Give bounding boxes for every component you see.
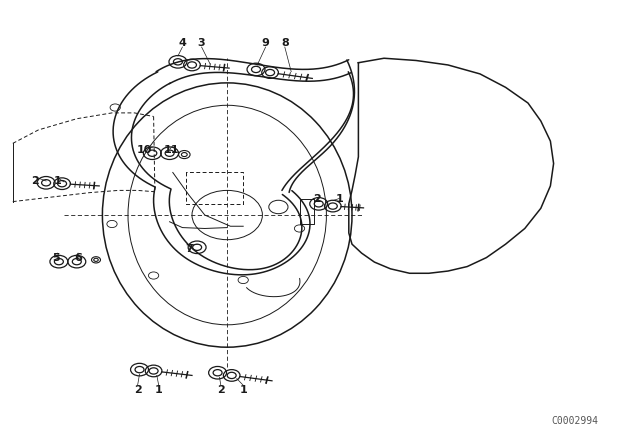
Text: C0002994: C0002994: [552, 417, 598, 426]
Text: 2: 2: [217, 385, 225, 395]
Text: 11: 11: [164, 145, 179, 155]
Text: 9: 9: [262, 38, 269, 47]
Text: 3: 3: [198, 38, 205, 47]
Text: 7: 7: [185, 244, 193, 254]
Text: 1: 1: [54, 177, 61, 186]
Text: 5: 5: [52, 253, 60, 263]
Text: 1: 1: [155, 385, 163, 395]
Text: 1: 1: [239, 385, 247, 395]
Text: 10: 10: [136, 145, 152, 155]
Text: 2: 2: [134, 385, 141, 395]
Text: 4: 4: [179, 38, 186, 47]
Text: 2: 2: [313, 194, 321, 204]
Text: 1: 1: [335, 194, 343, 204]
Text: 8: 8: [281, 38, 289, 47]
Text: 6: 6: [74, 253, 82, 263]
Text: 2: 2: [31, 177, 39, 186]
